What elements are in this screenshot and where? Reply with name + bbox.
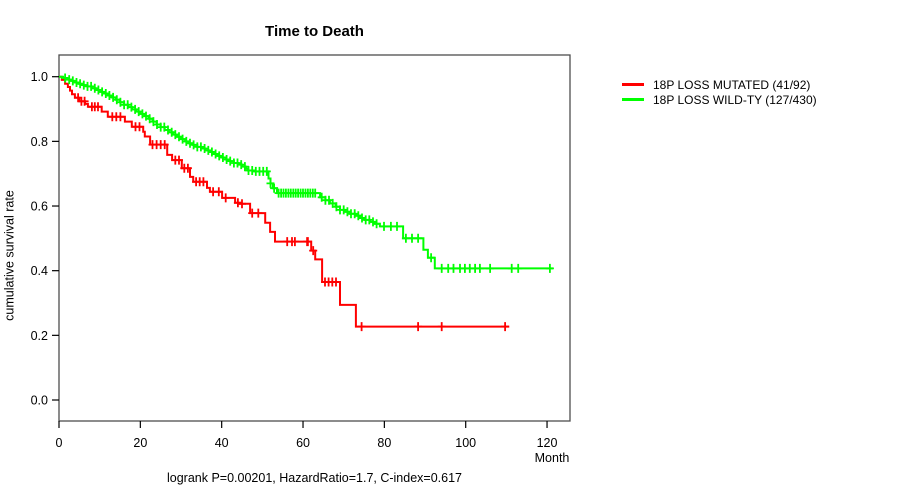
x-tick-label: 120 <box>537 436 558 450</box>
x-axis-label: Month <box>534 451 570 465</box>
legend: 18P LOSS MUTATED (41/92) 18P LOSS WILD-T… <box>622 77 817 107</box>
legend-label-wildtype: 18P LOSS WILD-TY (127/430) <box>653 92 817 107</box>
x-tick-label: 80 <box>377 436 391 450</box>
censor-marks-0 <box>74 93 510 332</box>
plot-box <box>58 54 571 422</box>
y-tick-label: 1.0 <box>31 70 48 84</box>
chart-title: Time to Death <box>265 23 364 40</box>
y-tick-label: 0.4 <box>31 264 48 278</box>
y-tick-label: 0.6 <box>31 200 48 214</box>
legend-item-mutated: 18P LOSS MUTATED (41/92) <box>622 77 817 92</box>
x-tick-label: 20 <box>133 436 147 450</box>
survival-curve-1 <box>59 75 554 270</box>
x-tick-label: 0 <box>56 436 63 450</box>
censor-marks-1 <box>61 73 554 273</box>
y-tick-label: 0.2 <box>31 329 48 343</box>
legend-line-wildtype-icon <box>622 98 644 101</box>
y-tick-label: 0.0 <box>31 394 48 408</box>
survival-curve-0 <box>59 75 510 328</box>
y-tick-label: 0.8 <box>31 135 48 149</box>
x-tick-label: 60 <box>296 436 310 450</box>
legend-label-mutated: 18P LOSS MUTATED (41/92) <box>653 77 811 92</box>
stats-annotation: logrank P=0.00201, HazardRatio=1.7, C-in… <box>167 471 462 485</box>
legend-item-wildtype: 18P LOSS WILD-TY (127/430) <box>622 92 817 107</box>
x-tick-label: 40 <box>215 436 229 450</box>
legend-line-mutated-icon <box>622 83 644 86</box>
x-tick-label: 100 <box>455 436 476 450</box>
